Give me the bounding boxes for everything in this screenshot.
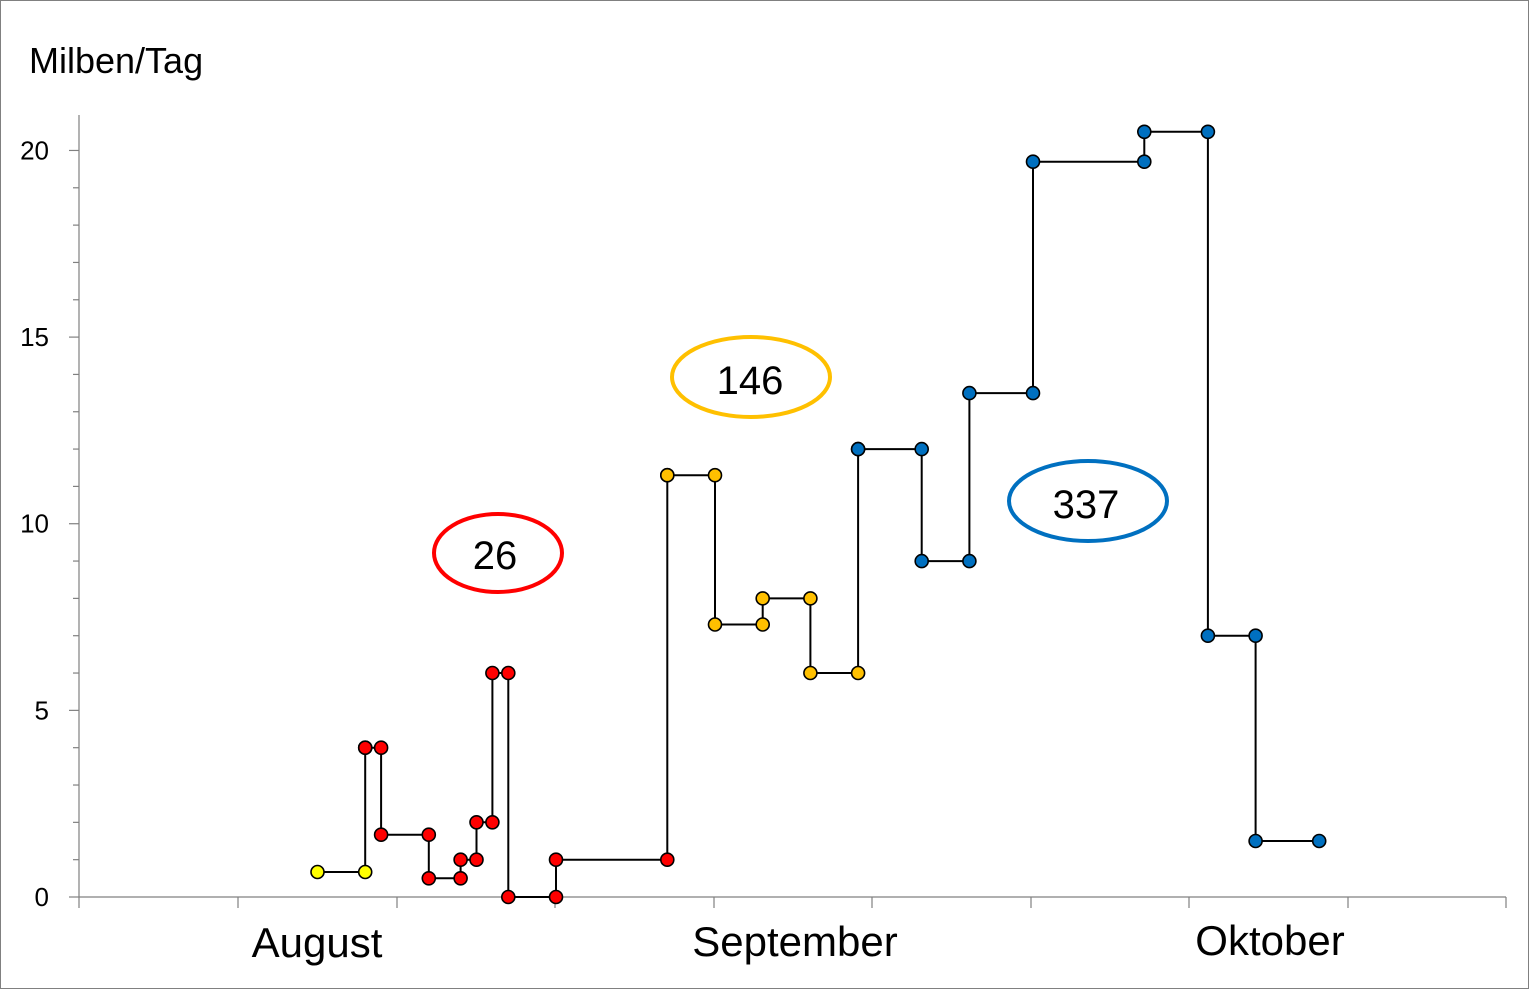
annotation-text-blue: 337 [1053, 483, 1120, 527]
data-point-s4-11 [1200, 628, 1216, 644]
x-axis-ticks [78, 897, 1507, 908]
data-point-s4-1 [850, 441, 866, 457]
data-point-s3-7 [803, 665, 818, 681]
data-point-s4-4 [962, 553, 977, 569]
data-point-s3-8 [850, 665, 866, 681]
data-point-s4-12 [1248, 628, 1263, 644]
data-point-s4-14 [1311, 833, 1327, 849]
x-tick-label-oktober: Oktober [1195, 917, 1344, 964]
data-point-s2-5 [421, 870, 437, 886]
data-point-s2-7 [453, 852, 468, 868]
data-point-s4-5 [962, 385, 977, 401]
annotation-text-orange: 146 [717, 359, 784, 403]
annotation-text-red: 26 [473, 534, 518, 578]
data-point-s3-1 [659, 467, 675, 483]
annotation-total-red: 26 [432, 512, 564, 594]
data-point-s4-9 [1137, 124, 1152, 140]
data-point-s2-10 [485, 814, 500, 830]
annotation-ellipse-blue [1007, 459, 1169, 543]
data-point-s4-2 [914, 441, 930, 457]
data-point-s2-8 [469, 852, 484, 868]
data-point-s3-4 [755, 617, 771, 632]
y-tick-label: 5 [35, 695, 49, 725]
data-point-s3-5 [755, 591, 771, 606]
data-point-s2-13 [500, 889, 516, 905]
data-point-s1-2 [357, 864, 373, 880]
y-tick-label: 0 [35, 882, 49, 912]
data-point-s3-6 [803, 591, 818, 606]
annotation-ellipse-orange [670, 335, 832, 419]
series-line-1 [317, 747, 367, 873]
step-series-lines [317, 130, 1320, 898]
x-tick-label-august: August [252, 919, 383, 966]
data-point-markers [310, 124, 1327, 905]
annotation-total-orange: 146 [670, 335, 832, 419]
annotation-ellipse-red [432, 512, 564, 594]
y-axis-ticks: 0 5 10 15 20 [20, 135, 79, 912]
y-axis-label: Milben/Tag [29, 40, 203, 81]
data-point-s2-16 [659, 852, 675, 868]
data-point-s2-15 [548, 852, 564, 868]
data-point-s2-3 [373, 827, 389, 843]
data-point-s4-10 [1200, 124, 1216, 140]
data-point-s2-2 [373, 740, 389, 756]
series-line-3 [667, 449, 860, 674]
y-tick-label: 10 [20, 509, 49, 539]
data-point-s4-13 [1248, 833, 1263, 849]
data-point-s2-4 [421, 827, 437, 843]
annotation-total-blue: 337 [1007, 459, 1169, 543]
data-point-s2-1 [357, 740, 373, 756]
data-point-s2-12 [500, 665, 516, 681]
data-point-s1-1 [310, 864, 325, 880]
data-point-s2-9 [469, 814, 484, 830]
y-tick-label: 20 [20, 135, 49, 165]
data-point-s4-8 [1137, 154, 1152, 169]
x-tick-label-september: September [692, 918, 897, 965]
data-point-s3-3 [707, 617, 723, 632]
data-point-s2-14 [548, 889, 564, 905]
series-line-4 [858, 130, 1320, 842]
data-point-s4-7 [1025, 154, 1041, 169]
data-point-s2-11 [485, 665, 500, 681]
data-point-s4-6 [1025, 385, 1041, 401]
data-point-s3-2 [707, 467, 723, 483]
data-point-s2-6 [453, 870, 468, 886]
y-tick-label: 15 [20, 322, 49, 352]
data-point-s4-3 [914, 553, 930, 569]
